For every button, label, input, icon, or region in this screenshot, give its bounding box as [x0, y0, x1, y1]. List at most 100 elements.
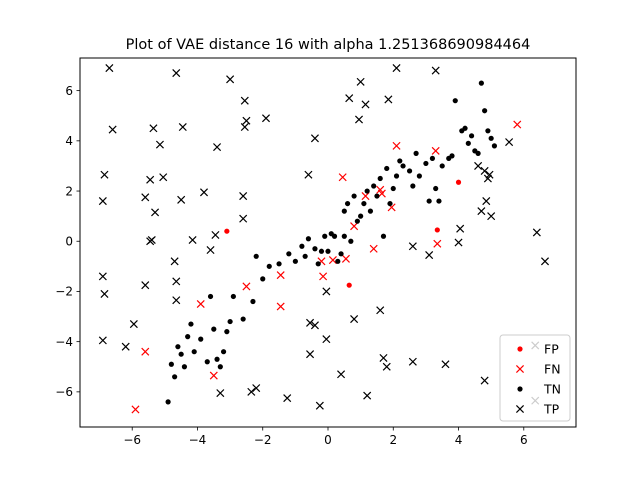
y-tick-label: 6 — [65, 84, 73, 98]
axis-ticks: −6 −4 −2 0 2 4 6 −6 −4 −2 0 2 4 6 — [55, 84, 527, 447]
data-point-tp — [242, 116, 251, 125]
data-point-tn — [230, 293, 236, 300]
data-point-tn — [227, 318, 233, 325]
data-point-tp — [211, 230, 220, 239]
data-point-tn — [286, 251, 292, 257]
data-point-tn — [361, 200, 367, 207]
data-point-tp — [199, 188, 209, 197]
data-point-tn — [482, 108, 488, 114]
data-point-tn — [410, 183, 416, 189]
x-tick-label: 6 — [520, 433, 528, 447]
data-point-tn — [181, 364, 188, 370]
data-point-tn — [423, 160, 429, 167]
data-point-tn — [207, 293, 214, 300]
data-point-tn — [397, 158, 403, 164]
data-point-tn — [429, 155, 436, 162]
data-point-tp — [283, 394, 292, 403]
data-point-fn — [433, 239, 442, 248]
data-point-tn — [198, 336, 204, 342]
data-point-tp — [480, 166, 489, 175]
data-point-tp — [108, 125, 117, 134]
data-point-fn — [431, 146, 440, 155]
data-point-tp — [322, 287, 331, 296]
data-point-fn — [328, 256, 337, 265]
data-point-tn — [358, 213, 364, 219]
data-point-tn — [338, 251, 344, 257]
data-point-tp — [376, 306, 385, 315]
data-point-tp — [239, 214, 248, 223]
data-point-tn — [351, 193, 357, 199]
data-point-tn — [335, 258, 341, 264]
data-point-fn — [276, 271, 285, 280]
data-point-tp — [392, 64, 401, 73]
data-point-tp — [315, 401, 324, 410]
data-point-fn — [513, 120, 522, 129]
data-point-tp — [441, 360, 450, 369]
data-point-tn — [178, 351, 184, 357]
data-point-tn — [364, 188, 370, 194]
data-point-tp — [345, 94, 354, 103]
data-point-tp — [356, 77, 365, 86]
data-point-tp — [482, 197, 491, 206]
data-point-tp — [172, 296, 181, 305]
data-point-tp — [213, 143, 222, 152]
data-point-tp — [477, 207, 486, 216]
data-point-tp — [425, 251, 434, 260]
data-point-tp — [188, 235, 197, 245]
data-point-tn — [318, 248, 325, 254]
data-point-tp — [98, 197, 107, 206]
data-point-tp — [505, 138, 514, 147]
legend-marker-fp — [517, 346, 523, 352]
data-point-tn — [436, 198, 442, 204]
data-point-tn — [211, 326, 217, 332]
data-point-tn — [217, 364, 223, 370]
data-point-fp — [434, 227, 440, 233]
x-tick-label: 2 — [389, 433, 397, 447]
data-point-tp — [98, 272, 107, 281]
data-point-tn — [325, 248, 331, 254]
data-point-tn — [393, 173, 400, 179]
data-point-tn — [416, 173, 422, 179]
data-point-tp — [480, 376, 489, 385]
data-point-tp — [239, 192, 248, 201]
data-point-tn — [367, 208, 374, 214]
data-point-tn — [191, 349, 197, 355]
data-marks — [98, 64, 550, 414]
data-point-tp — [306, 350, 315, 359]
series-tp — [98, 64, 550, 410]
data-point-tp — [354, 115, 364, 124]
data-point-tp — [363, 391, 372, 400]
data-point-tn — [204, 359, 210, 365]
data-point-tn — [168, 361, 174, 367]
data-point-tp — [310, 134, 319, 143]
data-point-tn — [266, 263, 272, 269]
data-point-tp — [100, 170, 109, 179]
data-point-tp — [456, 224, 465, 233]
data-point-fn — [319, 272, 328, 281]
y-tick-label: −6 — [55, 385, 73, 399]
data-point-tp — [310, 321, 319, 330]
data-point-tn — [260, 276, 266, 282]
legend-label-tn: TN — [543, 382, 561, 397]
data-point-tn — [292, 258, 298, 264]
data-point-tn — [224, 329, 230, 335]
x-tick-label: −6 — [123, 433, 141, 447]
y-tick-label: 4 — [65, 134, 73, 148]
data-point-tp — [121, 342, 130, 351]
data-point-tn — [302, 253, 308, 259]
data-point-tn — [315, 261, 321, 267]
data-point-tp — [100, 289, 109, 298]
series-tn — [165, 80, 498, 405]
x-tick-label: 0 — [324, 433, 332, 447]
data-point-tp — [540, 257, 550, 266]
data-point-tn — [475, 150, 481, 156]
data-point-tn — [491, 143, 498, 149]
y-tick-label: 2 — [65, 184, 73, 198]
data-point-tn — [413, 150, 419, 156]
y-tick-label: −2 — [55, 285, 73, 299]
data-point-tp — [322, 335, 331, 344]
data-point-tn — [220, 349, 227, 355]
data-point-tn — [322, 233, 328, 239]
data-point-tp — [129, 320, 138, 329]
data-point-tn — [387, 200, 393, 207]
